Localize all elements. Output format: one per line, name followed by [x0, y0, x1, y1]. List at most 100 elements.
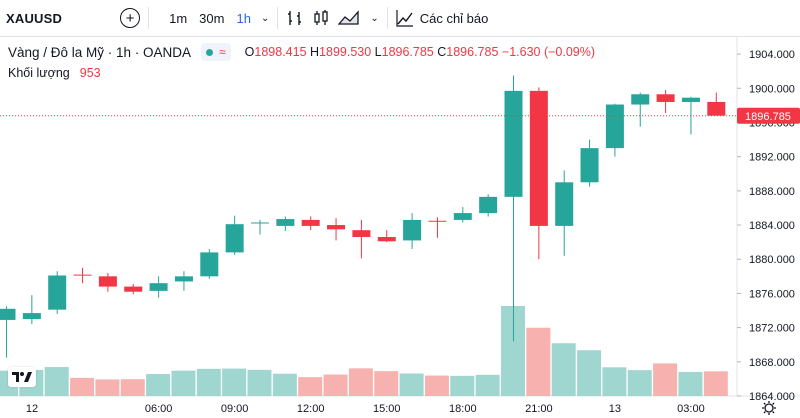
candle-body — [631, 94, 650, 105]
indicators-button[interactable]: Các chỉ báo — [419, 10, 489, 26]
candle-body — [529, 90, 548, 226]
bar-chart-type-icon[interactable] — [286, 9, 304, 27]
high-label: H — [310, 45, 320, 59]
series-title[interactable]: Vàng / Đô la Mỹ · 1h · OANDA — [8, 44, 192, 60]
price-tick-label: 1904.000 — [749, 49, 795, 61]
price-tick-label: 1892.000 — [749, 152, 795, 164]
time-tick-label: 03:00 — [677, 403, 705, 415]
volume-bar — [120, 379, 145, 396]
volume-bar — [323, 374, 348, 396]
volume-bar — [399, 373, 424, 396]
volume-bar — [348, 368, 373, 396]
tradingview-logo[interactable] — [8, 367, 36, 387]
volume-bar — [703, 371, 728, 396]
candle-body — [377, 237, 396, 242]
volume-bar — [247, 369, 272, 396]
volume-bar — [95, 379, 120, 396]
price-tick-label: 1900.000 — [749, 83, 795, 95]
candle-body — [327, 225, 346, 230]
candle-body — [453, 213, 472, 220]
price-tick-label: 1880.000 — [749, 254, 795, 266]
open-label: O — [244, 45, 255, 59]
low-label: L — [374, 45, 382, 59]
volume-bar — [602, 367, 627, 396]
symbol-search[interactable]: XAUUSD — [6, 10, 63, 26]
close-label: C — [437, 45, 447, 59]
settings-gear-icon[interactable] — [762, 401, 776, 415]
price-tick-label: 1876.000 — [749, 288, 795, 300]
candles-chart-type-icon[interactable] — [312, 9, 330, 27]
volume-bar — [678, 371, 703, 396]
candle-body — [124, 286, 143, 292]
candle-body — [479, 196, 498, 214]
volume-bar — [196, 368, 221, 396]
open-value: 1898.415 — [254, 45, 307, 59]
close-value: 1896.785 — [446, 45, 499, 59]
candle-body — [403, 219, 422, 241]
time-tick-label: 18:00 — [449, 403, 477, 415]
candle-body — [98, 276, 117, 287]
indicators-icon[interactable] — [396, 9, 414, 27]
timeframe-chevron-down-icon[interactable]: ⌄ — [260, 12, 270, 24]
volume-label[interactable]: Khối lượng — [8, 66, 70, 80]
price-tick-label: 1888.000 — [749, 186, 795, 198]
time-tick-label: 12 — [26, 403, 38, 415]
series-legend: Vàng / Đô la Mỹ · 1h · OANDA ≈ O1898.415… — [8, 43, 595, 61]
volume-bar — [551, 343, 576, 396]
last-price-tag — [737, 107, 800, 124]
area-chart-type-icon[interactable] — [338, 9, 360, 27]
timeframe-1m[interactable]: 1m — [169, 10, 188, 26]
toolbar-divider — [277, 7, 279, 29]
candle-body — [605, 104, 624, 149]
volume-bar — [171, 370, 196, 396]
candle-body — [707, 101, 726, 116]
volume-legend: Khối lượng 953 — [8, 66, 101, 80]
volume-bar — [374, 371, 399, 396]
volume-bar — [298, 377, 323, 396]
price-tick-label: 1864.000 — [749, 391, 795, 403]
volume-value: 953 — [79, 66, 101, 80]
market-status-pill[interactable]: ≈ — [201, 43, 231, 61]
last-price-text: 1896.785 — [745, 111, 791, 123]
candle-body — [22, 313, 41, 320]
price-tick-label: 1868.000 — [749, 357, 795, 369]
time-tick-label: 06:00 — [145, 403, 173, 415]
volume-bar — [653, 363, 678, 396]
volume-bar — [501, 306, 525, 396]
time-tick-label: 15:00 — [373, 403, 401, 415]
time-tick-label: 09:00 — [221, 403, 249, 415]
change-value: −1.630 (−0.09%) — [501, 45, 596, 59]
candle-body — [0, 308, 16, 320]
timeframe-30m[interactable]: 30m — [199, 10, 225, 26]
time-tick-label: 21:00 — [525, 403, 553, 415]
candle-body — [555, 182, 574, 226]
timeframe-1h[interactable]: 1h — [236, 10, 251, 26]
candle-body — [200, 252, 219, 277]
volume-bar — [44, 367, 69, 396]
low-value: 1896.785 — [381, 45, 434, 59]
toolbar-divider — [386, 7, 388, 29]
compare-plus-icon[interactable]: + — [120, 8, 141, 28]
toolbar-divider — [148, 7, 150, 29]
candle-body — [225, 224, 244, 253]
volume-bar — [450, 375, 475, 396]
candle-body — [276, 219, 295, 226]
price-tick-label: 1872.000 — [749, 323, 795, 335]
market-open-dot-icon — [206, 48, 214, 56]
volume-bar — [627, 370, 652, 396]
volume-bar — [222, 368, 247, 396]
time-tick-label: 13 — [609, 403, 621, 415]
candle-body — [656, 94, 675, 102]
volume-bar — [424, 375, 449, 396]
toolbar: XAUUSD + 1m 30m 1h ⌄ ⌄ Các chỉ báo — [0, 0, 800, 37]
high-value: 1899.530 — [319, 45, 372, 59]
candle-body — [149, 283, 168, 291]
volume-bar — [146, 374, 171, 396]
candle-body — [301, 219, 320, 226]
price-tick-label: 1884.000 — [749, 220, 795, 232]
chart-type-chevron-down-icon[interactable]: ⌄ — [370, 12, 379, 24]
candle-body — [251, 222, 269, 224]
approx-icon: ≈ — [219, 45, 226, 59]
candle-body — [580, 148, 599, 183]
